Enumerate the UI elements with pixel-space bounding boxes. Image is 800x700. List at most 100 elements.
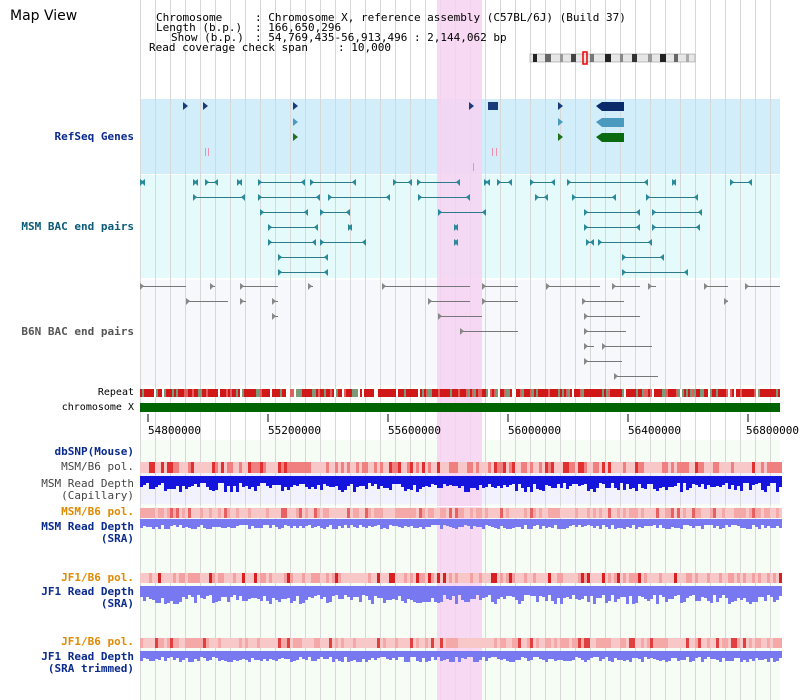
depth-bar	[263, 476, 266, 483]
depth-bar	[320, 586, 323, 599]
polymorphism-cell	[203, 573, 206, 583]
polymorphism-cell	[182, 508, 185, 518]
polymorphism-cell	[632, 508, 635, 518]
depth-bar	[734, 586, 737, 601]
track-label-jf1-depth-trim[interactable]: JF1 Read Depth	[41, 650, 134, 663]
depth-bar	[326, 519, 329, 527]
depth-bar	[542, 586, 545, 597]
polymorphism-cell	[260, 462, 263, 473]
repeat-segment	[728, 389, 730, 397]
polymorphism-cell	[587, 508, 590, 518]
repeat-segment	[430, 389, 432, 397]
depth-bar	[527, 519, 530, 529]
polymorphism-cell	[590, 462, 593, 473]
track-label-msm-bac[interactable]: MSM BAC end pairs	[21, 220, 134, 233]
depth-bar	[587, 476, 590, 491]
polymorphism-cell	[188, 638, 191, 648]
bac-end-marker	[362, 239, 366, 246]
depth-bar	[224, 476, 227, 492]
repeat-segment	[202, 389, 204, 397]
depth-bar	[773, 651, 776, 662]
depth-bar	[512, 476, 515, 484]
track-label-jf1-pol-2[interactable]: JF1/B6 pol.	[61, 635, 134, 648]
depth-bar	[584, 651, 587, 662]
polymorphism-cell	[731, 508, 734, 518]
track-label-msm-pol-1[interactable]: MSM/B6 pol.	[61, 460, 134, 473]
depth-bar	[335, 519, 338, 529]
track-label-refseq[interactable]: RefSeq Genes	[54, 130, 134, 143]
repeat-segment	[224, 389, 226, 397]
polymorphism-cell	[353, 573, 356, 583]
repeat-segment	[392, 389, 394, 397]
polymorphism-cell	[314, 508, 317, 518]
depth-bar	[725, 651, 728, 661]
repeat-segment	[228, 389, 230, 397]
track-label-jf1-depth-sra[interactable]: JF1 Read Depth	[41, 585, 134, 598]
bac-end-marker	[428, 298, 432, 305]
depth-bar	[218, 586, 221, 601]
polymorphism-cell	[530, 462, 533, 473]
polymorphism-cell	[149, 462, 152, 473]
polymorphism-cell	[530, 638, 533, 648]
repeat-segment	[576, 389, 578, 397]
depth-bar	[776, 519, 779, 526]
track-label-msm-depth-sra[interactable]: MSM Read Depth	[41, 520, 134, 533]
polymorphism-cell	[779, 638, 782, 648]
depth-bar	[167, 586, 170, 603]
track-label-msm-depth-cap[interactable]: MSM Read Depth	[41, 477, 134, 490]
polymorphism-cell	[335, 638, 338, 648]
polymorphism-cell	[359, 638, 362, 648]
repeat-segment	[722, 389, 724, 397]
depth-bar	[491, 519, 494, 527]
depth-bar	[290, 651, 293, 662]
depth-bar	[605, 519, 608, 527]
polymorphism-cell	[749, 508, 752, 518]
track-label-dbsnp[interactable]: dbSNP(Mouse)	[54, 445, 134, 458]
polymorphism-cell	[266, 573, 269, 583]
polymorphism-cell	[326, 573, 329, 583]
depth-bar	[617, 651, 620, 660]
polymorphism-cell	[230, 638, 233, 648]
polymorphism-cell	[224, 638, 227, 648]
depth-bar	[344, 651, 347, 657]
repeat-segment	[234, 389, 236, 397]
depth-bar	[284, 476, 287, 487]
depth-bar	[539, 519, 542, 529]
track-label-msm-pol-2[interactable]: MSM/B6 pol.	[61, 505, 134, 518]
polymorphism-cell	[557, 462, 560, 473]
polymorphism-cell	[710, 462, 713, 473]
depth-bar	[185, 476, 188, 489]
depth-bar	[524, 519, 527, 525]
depth-bar	[653, 519, 656, 525]
polymorphism-cell	[260, 508, 263, 518]
depth-bar	[401, 476, 404, 487]
ideogram-band	[648, 54, 652, 62]
polymorphism-cell	[752, 462, 755, 473]
polymorphism-cell	[596, 573, 599, 583]
repeat-segment	[406, 389, 408, 397]
depth-bar	[257, 476, 260, 486]
polymorphism-cell	[731, 638, 734, 648]
track-label-jf1-pol-1[interactable]: JF1/B6 pol.	[61, 571, 134, 584]
bac-end-marker	[140, 283, 144, 290]
polymorphism-cell	[317, 638, 320, 648]
polymorphism-cell	[479, 508, 482, 518]
polymorphism-cell	[422, 462, 425, 473]
depth-bar	[389, 651, 392, 660]
polymorphism-cell	[563, 638, 566, 648]
repeat-segment	[706, 389, 708, 397]
depth-bar	[227, 519, 230, 527]
bac-end-marker	[260, 209, 264, 216]
depth-bar	[581, 651, 584, 660]
repeat-segment	[600, 389, 602, 397]
depth-bar	[410, 476, 413, 490]
polymorphism-cell	[584, 638, 587, 648]
repeat-segment	[242, 389, 244, 397]
polymorphism-cell	[755, 573, 758, 583]
repeat-segment	[404, 389, 406, 397]
depth-bar	[272, 586, 275, 598]
polymorphism-cell	[506, 573, 509, 583]
polymorphism-cell	[719, 508, 722, 518]
depth-bar	[665, 519, 668, 529]
track-label-b6n-bac[interactable]: B6N BAC end pairs	[21, 325, 134, 338]
